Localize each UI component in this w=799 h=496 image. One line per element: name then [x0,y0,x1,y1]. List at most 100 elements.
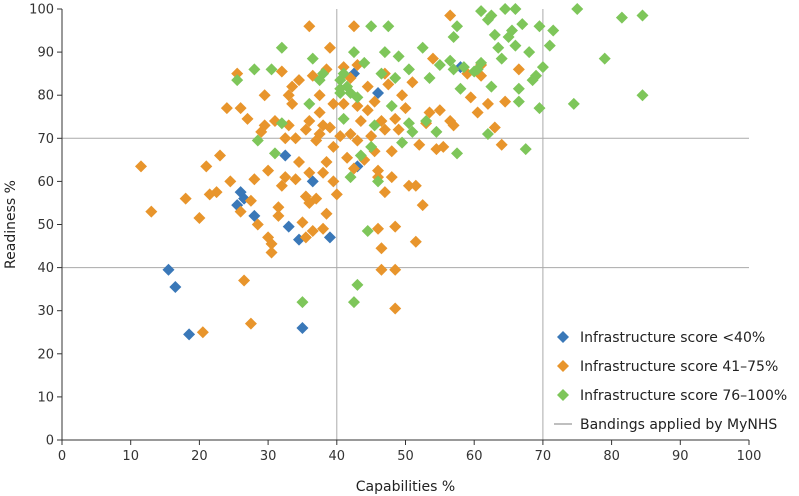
data-point [481,127,494,140]
data-point [475,5,488,18]
data-point [347,20,360,33]
data-point [351,134,364,147]
data-point [347,162,360,175]
data-point [454,82,467,95]
data-point [481,97,494,110]
data-point [451,147,464,160]
data-point [536,61,549,74]
data-point [378,186,391,199]
data-point [447,119,460,132]
data-point [238,274,251,287]
data-point [344,171,357,184]
y-tick-label: 60 [37,175,54,190]
y-tick-label: 0 [46,434,54,449]
data-point [372,87,385,100]
legend-marker [557,331,569,343]
data-point [337,61,350,74]
data-point [258,89,271,102]
data-point [265,246,278,259]
data-point [505,24,518,37]
data-point [286,80,299,93]
y-tick-label: 40 [37,261,54,276]
data-point [279,171,292,184]
data-point [457,61,470,74]
legend-label: Infrastructure score 41–75% [580,359,778,375]
data-point [375,263,388,276]
legend-label: Bandings applied by MyNHS [580,417,777,433]
data-point [402,179,415,192]
x-tick-label: 40 [329,449,346,464]
data-point [193,212,206,225]
data-point [248,209,261,222]
data-point [423,71,436,84]
data-point [392,123,405,136]
data-point [293,156,306,169]
data-point [368,95,381,108]
data-point [396,89,409,102]
x-tick-label: 60 [466,449,483,464]
data-point [330,188,343,201]
data-point [499,95,512,108]
data-point [365,130,378,143]
data-point [495,138,508,151]
data-point [389,112,402,125]
data-point [413,138,426,151]
data-point [323,121,336,134]
data-point [420,115,433,128]
data-point [210,186,223,199]
data-point [347,46,360,59]
data-point [313,127,326,140]
data-point [317,222,330,235]
y-tick-label: 30 [37,304,54,319]
data-point [368,119,381,132]
data-point [571,3,584,15]
y-tick-label: 20 [37,347,54,362]
data-point [543,39,556,52]
data-point [409,179,422,192]
data-point [444,54,457,67]
data-point [392,50,405,63]
x-tick-label: 50 [397,449,414,464]
data-point [234,205,247,218]
data-point [286,97,299,110]
data-point [262,164,275,177]
data-point [499,3,512,15]
data-point [402,117,415,130]
data-point [279,149,292,162]
data-point [272,209,285,222]
data-point [382,78,395,91]
x-axis-ticks: 0 10 20 30 40 50 60 70 80 90 100 [58,440,762,464]
x-tick-label: 100 [737,449,762,464]
data-point [433,104,446,117]
data-point [475,56,488,69]
data-point [303,20,316,33]
data-point [220,102,233,115]
data-point [145,205,158,218]
data-point [231,67,244,80]
data-point [275,179,288,192]
series-3 [231,3,649,309]
data-point [365,20,378,33]
data-point [293,74,306,87]
data-point [358,56,371,69]
data-point [385,99,398,112]
data-point [231,74,244,87]
data-point [310,192,323,205]
legend-label: Infrastructure score 76–100% [580,388,787,404]
data-point [351,278,364,291]
data-point [351,91,364,104]
x-tick-label: 20 [191,449,208,464]
data-point [444,9,457,22]
data-point [296,296,309,309]
data-point [334,130,347,143]
data-point [488,28,501,41]
data-point [523,46,536,59]
data-point [512,82,525,95]
data-point [275,117,288,130]
y-tick-label: 10 [37,390,54,405]
data-point [372,164,385,177]
data-point [378,46,391,59]
data-point [244,194,257,207]
data-point [320,156,333,169]
